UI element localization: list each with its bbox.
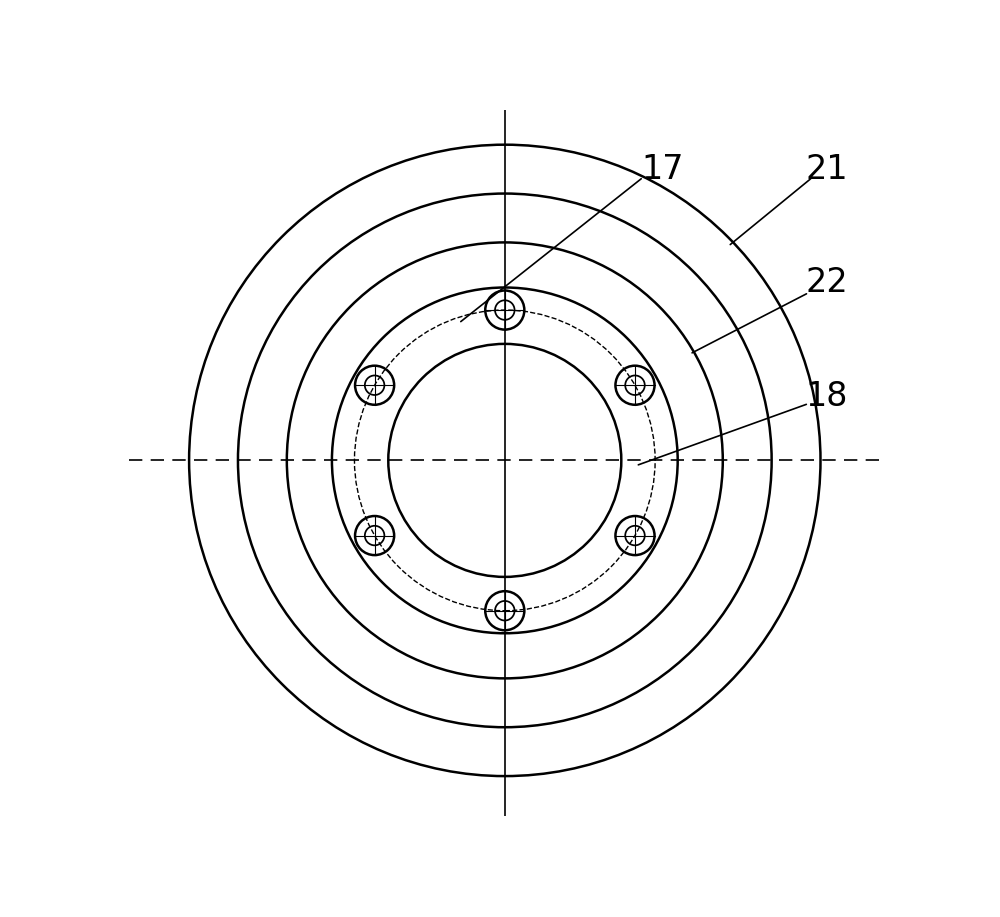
Text: 17: 17 [641, 153, 684, 186]
Text: 21: 21 [805, 153, 848, 186]
Text: 18: 18 [805, 380, 848, 413]
Text: 22: 22 [805, 266, 848, 299]
